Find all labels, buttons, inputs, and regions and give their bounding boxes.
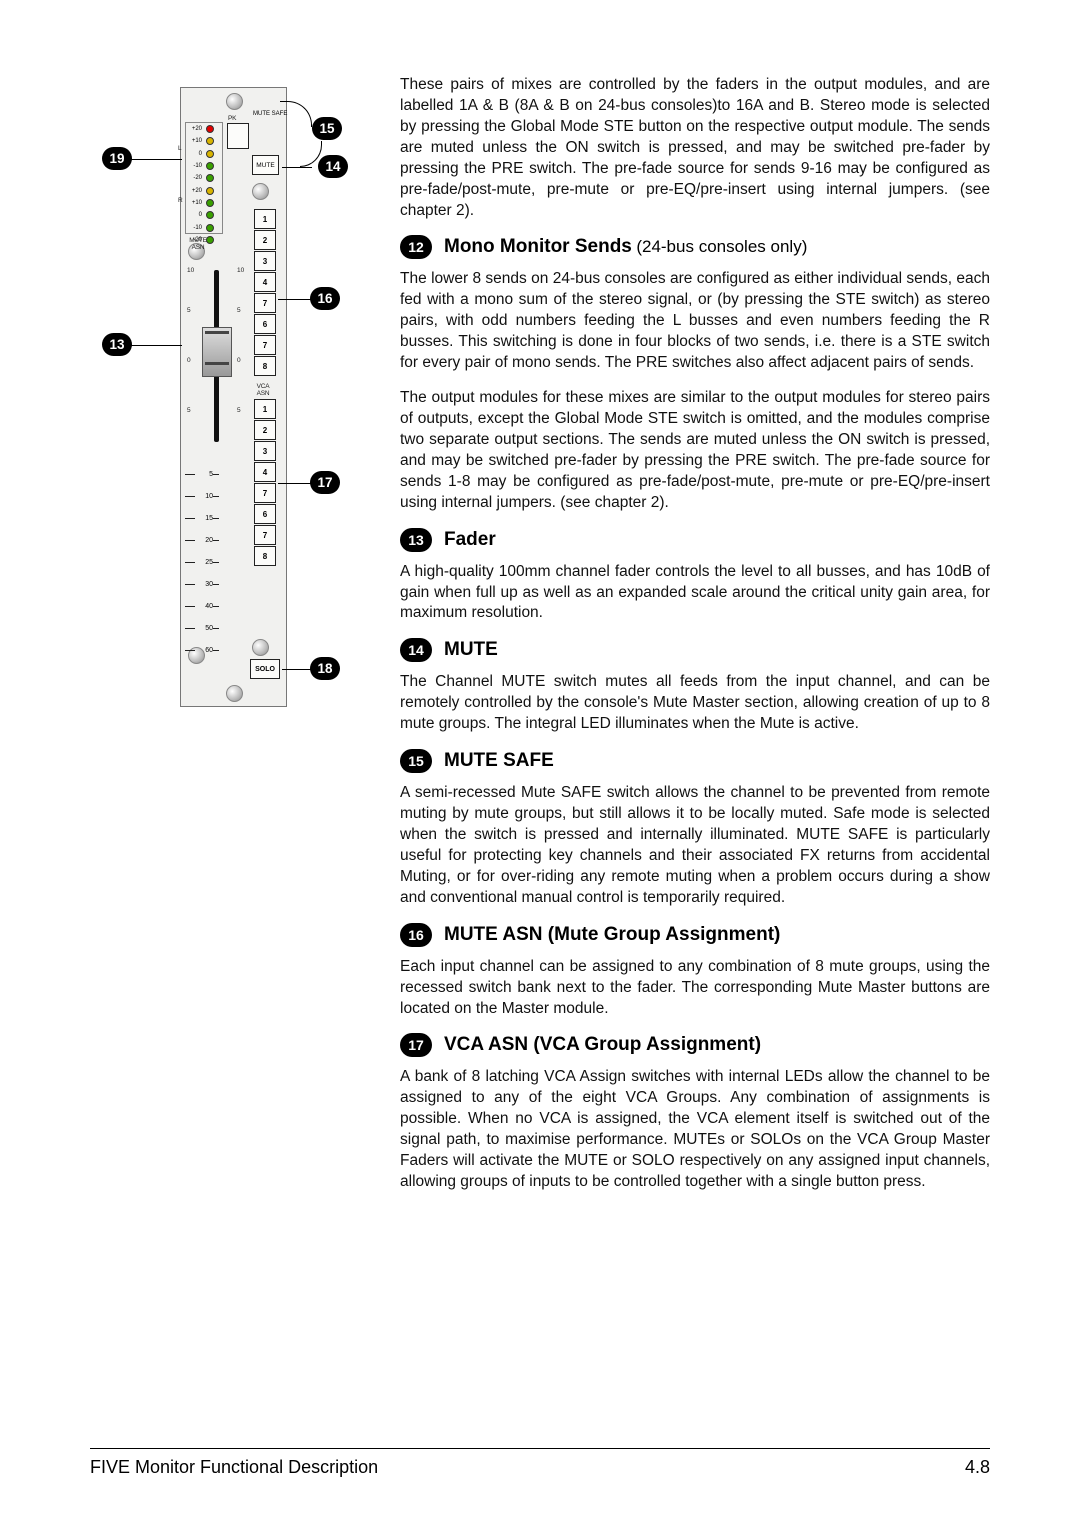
vca-asn-3[interactable]: 3 (254, 441, 276, 461)
callout-14: 14 (318, 155, 348, 178)
callout-17: 17 (310, 471, 340, 494)
section-pill: 13 (400, 528, 432, 552)
section-subtitle: (24-bus consoles only) (636, 237, 807, 256)
section-pill: 15 (400, 749, 432, 773)
level-meter: +20+100-10-20+20+100-10-20 (185, 122, 223, 234)
channel-fader[interactable]: 1010550055 (183, 262, 251, 452)
section-title: MUTE SAFE (444, 750, 554, 771)
vca-asn-8[interactable]: 8 (254, 546, 276, 566)
mute-asn-6[interactable]: 6 (254, 314, 276, 334)
section-paragraph: The lower 8 sends on 24-bus consoles are… (400, 269, 990, 374)
mute-asn-1[interactable]: 1 (254, 209, 276, 229)
body-text: These pairs of mixes are controlled by t… (400, 75, 990, 1207)
section-paragraph: Each input channel can be assigned to an… (400, 957, 990, 1020)
pk-indicator (227, 123, 249, 149)
section-paragraph: A high-quality 100mm channel fader contr… (400, 562, 990, 625)
vca-asn-7[interactable]: 7 (254, 483, 276, 503)
section-pill: 12 (400, 235, 432, 259)
page-footer: FIVE Monitor Functional Description 4.8 (90, 1448, 990, 1478)
vca-asn-switches[interactable]: 12347678 (254, 399, 276, 567)
section-title: VCA ASN (VCA Group Assignment) (444, 1034, 761, 1055)
vca-asn-4[interactable]: 4 (254, 462, 276, 482)
mute-button[interactable]: MUTE (252, 155, 279, 175)
section-paragraph: The Channel MUTE switch mutes all feeds … (400, 672, 990, 735)
vca-scale: 51015202530405060 (183, 463, 251, 663)
section-heading-13: 13 Fader (400, 528, 990, 552)
vca-asn-6[interactable]: 6 (254, 504, 276, 524)
mute-asn-7[interactable]: 7 (254, 293, 276, 313)
section-title: Mono Monitor Sends (444, 236, 632, 257)
section-pill: 17 (400, 1033, 432, 1057)
section-heading-12: 12 Mono Monitor Sends (24-bus consoles on… (400, 235, 990, 259)
callout-18: 18 (310, 657, 340, 680)
section-heading-17: 17 VCA ASN (VCA Group Assignment) (400, 1033, 990, 1057)
section-paragraph: A semi-recessed Mute SAFE switch allows … (400, 783, 990, 909)
section-heading-14: 14 MUTE (400, 638, 990, 662)
footer-title: FIVE Monitor Functional Description (90, 1457, 378, 1478)
callout-16: 16 (310, 287, 340, 310)
vca-asn-1[interactable]: 1 (254, 399, 276, 419)
mute-asn-8[interactable]: 8 (254, 356, 276, 376)
mute-asn-7[interactable]: 7 (254, 335, 276, 355)
section-heading-16: 16 MUTE ASN (Mute Group Assignment) (400, 923, 990, 947)
mute-asn-4[interactable]: 4 (254, 272, 276, 292)
vca-asn-2[interactable]: 2 (254, 420, 276, 440)
intro-paragraph: These pairs of mixes are controlled by t… (400, 75, 990, 221)
section-title: Fader (444, 529, 496, 550)
section-title: MUTE ASN (Mute Group Assignment) (444, 924, 780, 945)
callout-19: 19 (102, 147, 132, 170)
mute-asn-3[interactable]: 3 (254, 251, 276, 271)
solo-button[interactable]: SOLO (250, 659, 280, 679)
section-paragraph: The output modules for these mixes are s… (400, 388, 990, 514)
section-pill: 14 (400, 638, 432, 662)
mute-asn-2[interactable]: 2 (254, 230, 276, 250)
section-pill: 16 (400, 923, 432, 947)
footer-page-number: 4.8 (965, 1457, 990, 1478)
section-title: MUTE (444, 639, 498, 660)
section-paragraph: A bank of 8 latching VCA Assign switches… (400, 1067, 990, 1193)
section-heading-15: 15 MUTE SAFE (400, 749, 990, 773)
mute-asn-switches[interactable]: 12347678 (254, 209, 276, 377)
vca-asn-7[interactable]: 7 (254, 525, 276, 545)
callout-15: 15 (312, 117, 342, 140)
callout-13: 13 (102, 333, 132, 356)
